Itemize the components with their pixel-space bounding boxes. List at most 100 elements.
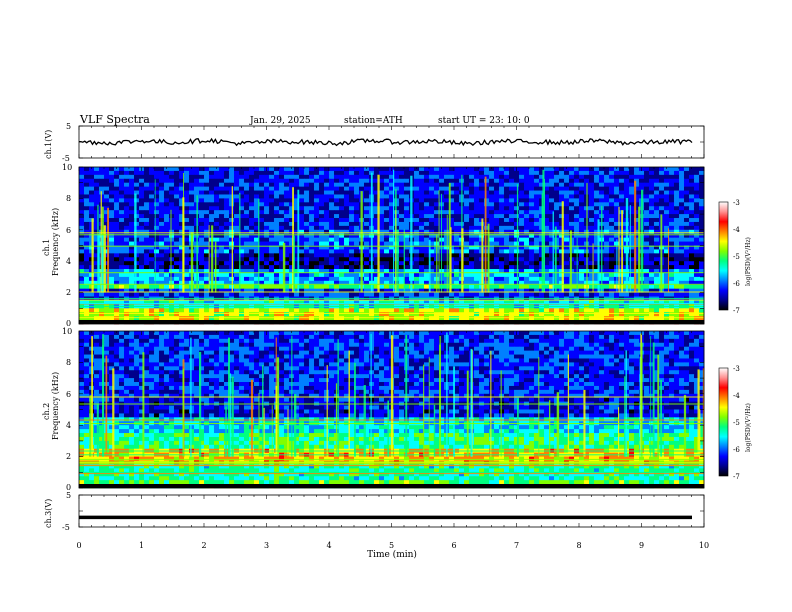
spectrogram-cell bbox=[644, 225, 650, 231]
spectrogram-cell bbox=[84, 174, 90, 180]
spectrogram-cell bbox=[644, 229, 650, 235]
spectrogram-cell bbox=[604, 186, 610, 191]
spectrogram-cell bbox=[694, 210, 700, 215]
spectrogram-cell bbox=[144, 221, 150, 227]
spectrogram-cell bbox=[694, 292, 700, 297]
spectrogram-cell bbox=[529, 269, 535, 274]
spectrogram-cell bbox=[424, 170, 430, 176]
spectrogram-cell bbox=[184, 276, 190, 282]
spectrogram-cell bbox=[594, 206, 600, 211]
spectrogram-cell bbox=[249, 272, 255, 278]
spectrogram-cell bbox=[664, 214, 670, 219]
spectrogram-cell bbox=[159, 316, 165, 321]
spectrogram-cell bbox=[549, 194, 555, 199]
spectrogram-cell bbox=[399, 190, 405, 195]
spectrogram-cell bbox=[514, 206, 520, 211]
spectrogram-cell bbox=[374, 253, 380, 258]
spectrogram-cell bbox=[699, 186, 705, 191]
spectrogram-cell bbox=[249, 265, 255, 270]
spectrogram-cell bbox=[204, 170, 210, 176]
spectrogram-cell bbox=[204, 269, 210, 274]
spectrogram-cell bbox=[689, 214, 695, 219]
spectrogram-cell bbox=[514, 229, 520, 235]
spectrogram-cell bbox=[429, 206, 435, 211]
spectrogram-cell bbox=[334, 265, 340, 270]
spectrogram-cell bbox=[609, 261, 615, 266]
spectrogram-cell bbox=[309, 182, 315, 188]
spectrogram-cell bbox=[489, 241, 495, 246]
spectrogram-cell bbox=[204, 292, 210, 297]
spectrogram-cell bbox=[469, 206, 475, 211]
spectrogram-cell bbox=[174, 257, 180, 262]
spectrogram-cell bbox=[374, 198, 380, 203]
spectrogram-cell bbox=[354, 292, 360, 297]
spectrogram-cell bbox=[199, 167, 205, 172]
spectrogram-cell bbox=[169, 170, 175, 176]
spectrogram-cell bbox=[544, 308, 550, 313]
spectrogram-cell bbox=[284, 257, 290, 262]
spectrogram-cell bbox=[494, 292, 500, 297]
spectrogram-cell bbox=[114, 221, 120, 227]
spectrogram-cell bbox=[179, 245, 185, 250]
spectrogram-cell bbox=[494, 261, 500, 266]
spectrogram-cell bbox=[684, 276, 690, 282]
spectrogram-cell bbox=[99, 178, 105, 184]
spectrogram-cell bbox=[274, 292, 280, 297]
spectrogram-cell bbox=[519, 218, 525, 223]
spectrogram-cell bbox=[694, 276, 700, 282]
spectrogram-cell bbox=[244, 272, 250, 278]
spectrogram-cell bbox=[629, 245, 635, 250]
spectrogram-cell bbox=[584, 300, 590, 305]
spectrogram-cell bbox=[674, 186, 680, 191]
spectrogram-cell bbox=[379, 182, 385, 188]
spectrogram-cell bbox=[554, 308, 560, 313]
spectrogram-cell bbox=[404, 300, 410, 305]
spectrogram-cell bbox=[319, 202, 325, 207]
spectrogram-cell bbox=[249, 190, 255, 195]
spectrogram-cell bbox=[404, 182, 410, 188]
spectrogram-cell bbox=[154, 190, 160, 195]
spectrogram-cell bbox=[544, 202, 550, 207]
spectrogram-cell bbox=[244, 284, 250, 290]
spectrogram-cell bbox=[129, 174, 135, 180]
spectrogram-cell bbox=[309, 206, 315, 211]
spectrogram-cell bbox=[274, 218, 280, 223]
spectrogram-cell bbox=[479, 308, 485, 313]
spectrogram-cell bbox=[224, 206, 230, 211]
spectrogram-cell bbox=[634, 272, 640, 278]
spectrogram-cell bbox=[634, 202, 640, 207]
spectrogram-cell bbox=[384, 225, 390, 231]
spectrogram-cell bbox=[244, 316, 250, 321]
spectrogram-cell bbox=[564, 312, 570, 317]
spectrogram-cell bbox=[524, 249, 530, 254]
spectrogram-cell bbox=[559, 316, 565, 321]
spectrogram-cell bbox=[134, 261, 140, 266]
spectrogram-cell bbox=[464, 174, 470, 180]
spectrogram-cell bbox=[434, 190, 440, 195]
spectrogram-cell bbox=[434, 178, 440, 184]
spectrogram-cell bbox=[329, 241, 335, 246]
spectrogram-cell bbox=[384, 300, 390, 305]
spectrogram-cell bbox=[384, 237, 390, 242]
spectrogram-cell bbox=[544, 241, 550, 246]
spectrogram-cell bbox=[434, 198, 440, 203]
spectrogram-cell bbox=[279, 241, 285, 246]
spectrogram-cell bbox=[699, 214, 705, 219]
spectrogram-cell bbox=[419, 174, 425, 180]
spectrogram-cell bbox=[379, 284, 385, 290]
spectrogram-cell bbox=[484, 253, 490, 258]
spectrogram-cell bbox=[289, 218, 295, 223]
spectrogram-cell bbox=[384, 253, 390, 258]
spectrogram-cell bbox=[314, 253, 320, 258]
spectrogram-cell bbox=[79, 276, 85, 282]
spectrogram-cell bbox=[204, 210, 210, 215]
spectrogram-cell bbox=[89, 292, 95, 297]
spectrogram-cell bbox=[499, 221, 505, 227]
spectrogram-cell bbox=[659, 308, 665, 313]
spectrogram-cell bbox=[594, 269, 600, 274]
spectrogram-cell bbox=[134, 182, 140, 188]
spectrogram-cell bbox=[634, 182, 640, 188]
spectrogram-cell bbox=[474, 174, 480, 180]
spectrogram-cell bbox=[504, 233, 510, 239]
spectrogram-cell bbox=[359, 170, 365, 176]
